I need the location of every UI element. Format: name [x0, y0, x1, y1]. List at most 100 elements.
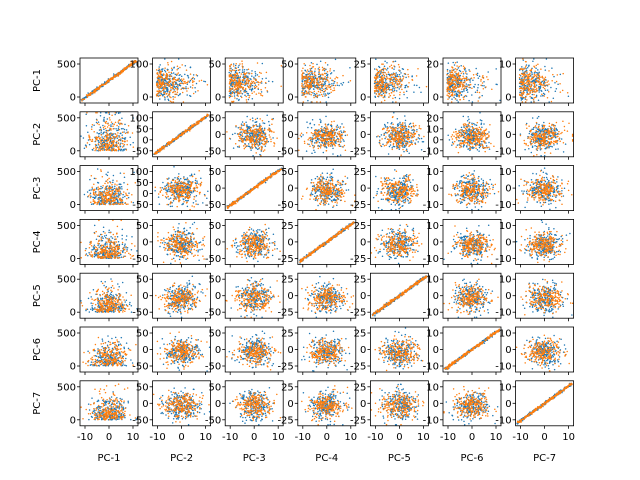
scatter-point: [327, 77, 329, 79]
scatter-point: [251, 145, 253, 147]
scatter-point: [315, 137, 317, 139]
scatter-point: [168, 143, 170, 145]
scatter-point: [115, 128, 117, 130]
scatter-point: [171, 72, 173, 74]
scatter-point: [560, 74, 562, 76]
scatter-point: [388, 71, 390, 73]
scatter-point: [253, 76, 255, 78]
scatter-point: [562, 90, 564, 92]
scatter-point: [115, 133, 117, 135]
scatter-point: [449, 77, 451, 79]
scatter-point: [109, 135, 111, 137]
scatter-point: [526, 71, 528, 73]
scatter-point: [343, 82, 345, 84]
scatter-point: [265, 145, 267, 147]
scatter-point: [260, 73, 262, 75]
scatter-point: [447, 91, 449, 93]
scatter-point: [477, 73, 479, 75]
scatter-point: [165, 71, 167, 73]
scatter-point: [317, 141, 319, 143]
scatter-point: [394, 85, 396, 87]
scatter-point: [159, 87, 161, 89]
scatter-point: [238, 140, 240, 142]
scatter-point: [463, 90, 465, 92]
scatter-point: [105, 122, 107, 124]
scatter-point: [349, 67, 351, 69]
scatter-point: [269, 125, 271, 127]
scatter-point: [383, 74, 385, 76]
scatter-point: [91, 126, 93, 128]
scatter-point: [319, 87, 321, 89]
scatter-point: [259, 123, 261, 125]
scatter-point: [462, 91, 464, 93]
scatter-point: [265, 133, 267, 135]
scatter-point: [163, 73, 165, 75]
scatter-point: [186, 129, 188, 131]
scatter-point: [155, 152, 157, 154]
scatter-point: [161, 82, 163, 84]
scatter-point: [405, 85, 407, 87]
scatter-point: [160, 85, 162, 87]
scatter-point: [171, 101, 173, 103]
scatter-point: [184, 131, 186, 133]
scatter-point: [242, 67, 244, 69]
scatter-point: [324, 78, 326, 80]
scatter-point: [499, 100, 501, 102]
scatter-point: [396, 81, 398, 83]
scatter-point: [239, 127, 241, 128]
scatter-point: [311, 62, 313, 64]
scatter-point: [399, 94, 401, 96]
scatter-point: [406, 97, 408, 99]
scatter-point: [315, 95, 317, 97]
scatter-point: [332, 148, 334, 150]
scatter-point: [322, 67, 324, 69]
scatter-point: [399, 122, 401, 124]
scatter-point: [117, 73, 119, 75]
scatter-point: [483, 88, 485, 90]
scatter-point: [419, 87, 421, 89]
scatter-point: [379, 90, 381, 92]
scatter-point: [189, 95, 191, 97]
scatter-point: [126, 67, 128, 69]
scatter-point: [255, 119, 257, 121]
scatter-point: [469, 71, 471, 73]
scatter-point: [380, 91, 382, 93]
scatter-point: [330, 139, 332, 141]
scatter-point: [387, 77, 389, 79]
scatter-point: [313, 88, 315, 90]
scatter-point: [397, 83, 399, 85]
scatter-point: [259, 154, 261, 156]
scatter-point: [535, 86, 537, 88]
scatter-point: [235, 80, 237, 82]
scatter-point: [166, 82, 168, 84]
scatter-point: [229, 68, 231, 70]
scatter-point: [249, 80, 251, 82]
scatter-point: [240, 91, 242, 93]
scatter-point: [390, 89, 392, 91]
scatter-point: [181, 133, 183, 135]
scatter-point: [118, 112, 120, 114]
scatter-point: [251, 144, 253, 146]
scatter-point: [245, 140, 247, 142]
scatter-point: [471, 88, 473, 90]
scatter-point: [243, 89, 245, 91]
scatter-point: [262, 78, 264, 80]
scatter-point: [420, 91, 422, 93]
scatter-point: [312, 145, 314, 147]
scatter-point: [249, 140, 251, 142]
scatter-point: [244, 69, 246, 71]
scatter-point: [456, 81, 458, 83]
scatter-point: [302, 94, 304, 96]
scatter-point: [379, 70, 381, 72]
scatter-point: [522, 101, 524, 103]
scatter-point: [449, 82, 451, 84]
scatter-point: [534, 91, 536, 93]
scatter-point: [314, 93, 316, 95]
scatter-point: [313, 147, 315, 149]
scatter-point: [384, 100, 386, 102]
scatter-point: [338, 85, 340, 87]
scatter-point: [459, 76, 461, 78]
scatter-point: [392, 84, 394, 86]
scatter-point: [178, 75, 180, 77]
